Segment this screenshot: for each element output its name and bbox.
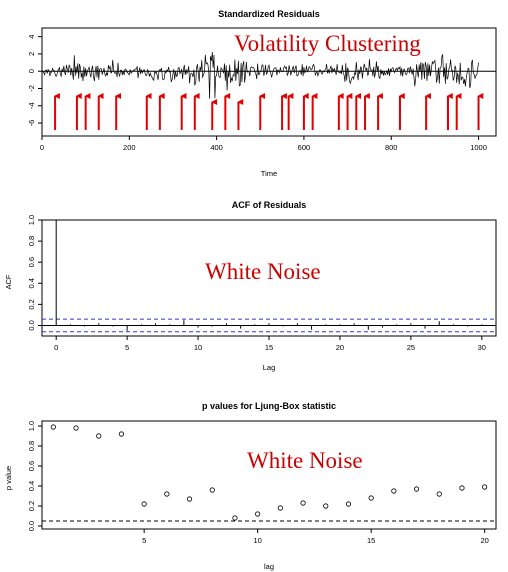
y-tick-label: 0.2 [27, 299, 36, 309]
plot-frame [41, 27, 497, 137]
y-tick-label: 4 [27, 35, 36, 39]
y-tick-label: 0.4 [27, 278, 36, 288]
x-tick-label: 0 [54, 343, 58, 352]
y-tick-label: 0.6 [27, 257, 36, 267]
y-tick-label: 0.8 [27, 236, 36, 246]
p-value-point [73, 425, 79, 431]
x-tick-label: 30 [478, 343, 486, 352]
volatility-clustering-annotation: Volatility Clustering [234, 31, 421, 56]
p-value-point [164, 491, 170, 497]
x-tick-label: 0 [40, 143, 44, 152]
chart-title: Standardized Residuals [218, 9, 320, 19]
y-tick-label: 0.4 [27, 481, 36, 491]
p-value-point [482, 484, 488, 490]
x-tick-label: 1000 [470, 143, 487, 152]
white-noise-annotation: White Noise [247, 448, 363, 473]
residuals-panel: Standardized Residuals 0 200 400 600 800 1000… [27, 9, 497, 178]
y-tick-label: -4 [27, 102, 36, 109]
p-value-point [209, 487, 215, 493]
ljung-box-panel: p values for Ljung-Box statistic 5 10 15 20… [4, 401, 497, 571]
y-tick-label: -6 [27, 120, 36, 127]
p-value-point [459, 485, 465, 491]
x-tick-label: 20 [480, 536, 488, 545]
y-tick-label: 0.6 [27, 461, 36, 471]
p-value-point [255, 511, 261, 517]
plot-frame [41, 420, 497, 530]
y-tick-label: 0.8 [27, 441, 36, 451]
x-tick-label: 10 [253, 536, 261, 545]
p-value-point [186, 496, 193, 502]
y-axis-label: p value [4, 466, 13, 490]
p-value-point [391, 488, 397, 494]
x-tick-label: 15 [265, 343, 273, 352]
acf-panel: ACF of Residuals 0 5 10 15 20 25 30 0.0 0.2 0.4 0.… [4, 200, 497, 372]
p-value-point [413, 486, 420, 492]
p-value-point [368, 495, 374, 501]
x-tick-label: 25 [407, 343, 415, 352]
x-tick-label: 800 [385, 143, 398, 152]
p-value-point [141, 501, 147, 507]
x-axis-label: Time [261, 169, 277, 178]
y-tick-label: 2 [27, 52, 36, 56]
p-value-point [118, 431, 125, 437]
x-tick-label: 10 [194, 343, 202, 352]
y-axis-label: ACF [4, 274, 13, 289]
y-tick-label: 1.0 [27, 421, 36, 431]
x-tick-label: 20 [336, 343, 344, 352]
chart-title: ACF of Residuals [232, 200, 307, 210]
p-value-point [436, 491, 442, 497]
p-value-point [277, 505, 283, 511]
p-value-point [300, 500, 306, 506]
p-value-point [345, 501, 352, 507]
p-value-point [50, 424, 56, 430]
y-tick-label: 0.0 [27, 521, 36, 531]
white-noise-annotation: White Noise [205, 259, 321, 284]
x-tick-label: 15 [367, 536, 375, 545]
x-tick-label: 600 [298, 143, 311, 152]
x-tick-label: 400 [210, 143, 223, 152]
x-axis-label: lag [264, 562, 274, 571]
x-tick-label: 200 [123, 143, 136, 152]
p-value-point [323, 503, 329, 509]
y-tick-label: -2 [27, 85, 36, 92]
residual-series-line [41, 51, 479, 99]
x-tick-label: 5 [142, 536, 146, 545]
y-tick-label: 0 [27, 69, 36, 73]
x-axis-label: Lag [263, 363, 276, 372]
y-tick-label: 1.0 [27, 215, 36, 225]
chart-title: p values for Ljung-Box statistic [202, 401, 336, 411]
p-value-point [96, 433, 102, 439]
x-tick-label: 5 [125, 343, 129, 352]
p-value-point [232, 515, 238, 521]
y-tick-label: 0.0 [27, 320, 36, 330]
y-tick-label: 0.2 [27, 501, 36, 511]
